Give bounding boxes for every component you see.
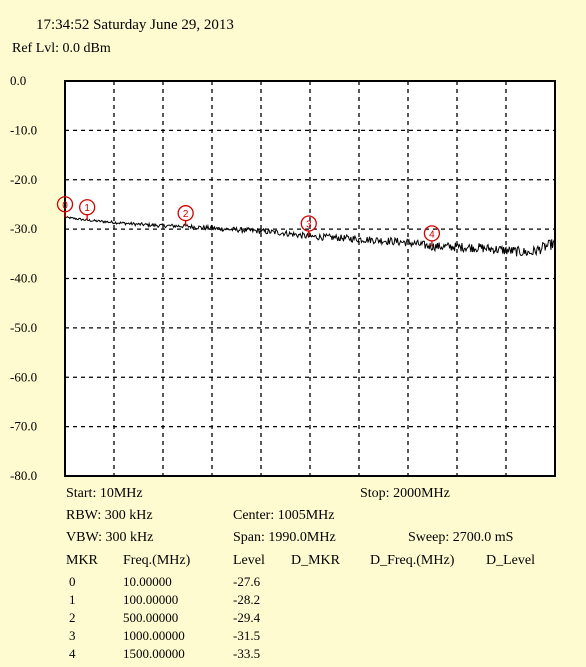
vbw-setting: VBW: 300 kHz — [66, 530, 154, 545]
marker-level-cell: -33.5 — [233, 646, 261, 661]
marker-level-cell: -31.5 — [233, 628, 261, 643]
header-d-mkr: D_MKR — [291, 553, 341, 568]
marker-number-label: 0 — [62, 200, 68, 211]
y-tick-label: -20.0 — [10, 172, 37, 187]
start-frequency: Start: 10MHz — [66, 486, 143, 501]
y-tick-label: -30.0 — [10, 221, 37, 236]
marker-freq-cell: 10.00000 — [123, 574, 172, 589]
marker-freq-cell: 500.00000 — [123, 610, 179, 625]
timestamp: 17:34:52 Saturday June 29, 2013 — [36, 17, 234, 33]
marker-number-label: 4 — [429, 229, 435, 240]
marker-id-cell: 4 — [69, 646, 76, 661]
header-d-level: D_Level — [486, 553, 535, 568]
marker-freq-cell: 1000.00000 — [123, 628, 185, 643]
marker-id-cell: 3 — [69, 628, 76, 643]
header-level: Level — [233, 553, 265, 568]
stop-frequency: Stop: 2000MHz — [360, 486, 450, 501]
y-tick-label: -80.0 — [10, 468, 37, 483]
rbw-setting: RBW: 300 kHz — [66, 508, 153, 523]
marker-circle — [300, 215, 317, 232]
reference-level: Ref Lvl: 0.0 dBm — [12, 41, 111, 56]
y-tick-label: -70.0 — [10, 419, 37, 434]
y-tick-label: -10.0 — [10, 122, 37, 137]
marker-circle — [177, 205, 194, 222]
sweep-time: Sweep: 2700.0 mS — [408, 530, 514, 545]
marker-number-label: 3 — [306, 220, 312, 231]
y-tick-label: -50.0 — [10, 320, 37, 335]
marker-id-cell: 1 — [69, 592, 76, 607]
marker-number-label: 2 — [183, 209, 189, 220]
marker-number-label: 1 — [84, 203, 90, 214]
marker-id-cell: 0 — [69, 574, 76, 589]
center-frequency: Center: 1005MHz — [233, 508, 335, 523]
y-tick-label: 0.0 — [10, 73, 26, 88]
marker-level-cell: -29.4 — [233, 610, 261, 625]
marker-level-cell: -27.6 — [233, 574, 261, 589]
header-freq: Freq.(MHz) — [123, 553, 191, 568]
span-setting: Span: 1990.0MHz — [233, 530, 336, 545]
marker-circle — [423, 225, 441, 242]
y-tick-label: -40.0 — [10, 271, 37, 286]
marker-circle — [79, 199, 96, 216]
header-mkr: MKR — [66, 553, 98, 568]
marker-freq-cell: 100.00000 — [123, 592, 179, 607]
marker-circle — [56, 196, 74, 213]
marker-level-cell: -28.2 — [233, 592, 261, 607]
spectrum-trace — [64, 215, 556, 257]
plot-border — [64, 80, 556, 477]
marker-id-cell: 2 — [69, 610, 76, 625]
y-tick-label: -60.0 — [10, 369, 37, 384]
header-d-freq: D_Freq.(MHz) — [370, 553, 455, 568]
marker-freq-cell: 1500.00000 — [123, 646, 185, 661]
